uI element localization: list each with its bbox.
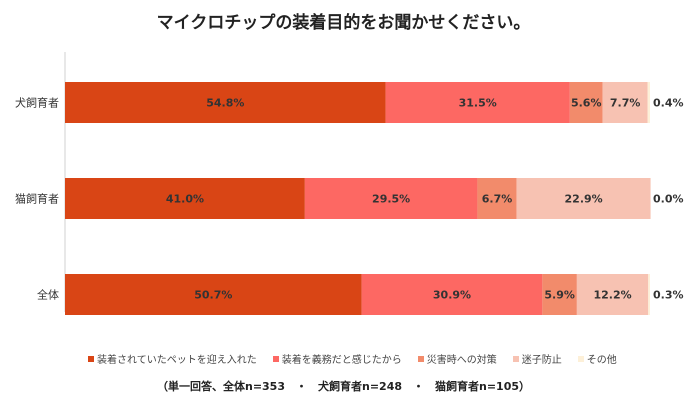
legend-label: 装着を義務だと感じたから: [281, 355, 402, 366]
data-label: 29.5%: [372, 193, 410, 206]
legend-item: 迷子防止: [512, 351, 562, 366]
sample-size-note: （単一回答、全体n=353 ・ 犬飼育者n=248 ・ 猫飼育者n=105）: [156, 380, 531, 393]
legend-label: その他: [586, 355, 617, 366]
bar-segment: [304, 178, 478, 219]
data-label: 0.4%: [653, 97, 684, 110]
bar-segment: [602, 82, 648, 123]
legend-item: 装着を義務だと感じたから: [272, 351, 402, 366]
data-label: 30.9%: [433, 289, 471, 302]
legend-swatch: [417, 355, 424, 362]
legend-label: 迷子防止: [521, 355, 562, 366]
legend-label: 装着されていたペットを迎え入れた: [97, 355, 257, 366]
data-label: 54.8%: [206, 97, 244, 110]
bar-segment: [576, 274, 649, 315]
bar-segment: [648, 274, 650, 315]
bar-segment: [361, 274, 543, 315]
data-label: 31.5%: [459, 97, 497, 110]
bar-segment: [647, 82, 650, 123]
data-label: 12.2%: [593, 289, 631, 302]
data-label: 0.0%: [653, 193, 684, 206]
chart-legend: 装着されていたペットを迎え入れた 装着を義務だと感じたから 災害時への対策 迷子防止 そ…: [88, 351, 617, 366]
data-label: 41.0%: [166, 193, 204, 206]
bar-segment: [65, 274, 362, 315]
legend-swatch: [272, 355, 279, 362]
legend-swatch: [512, 355, 519, 362]
chart-title: マイクロチップの装着目的をお聞かせください。: [156, 13, 531, 33]
bar-segment: [477, 178, 517, 219]
bar-segment: [385, 82, 570, 123]
data-label: 50.7%: [194, 289, 232, 302]
bar-segment: [65, 82, 386, 123]
bar-segment: [542, 274, 577, 315]
legend-item: その他: [577, 351, 617, 366]
legend-swatch: [577, 355, 584, 362]
legend-item: 装着されていたペットを迎え入れた: [88, 351, 257, 366]
data-label: 5.9%: [544, 289, 575, 302]
bar-segment: [516, 178, 651, 219]
legend-swatch: [88, 355, 94, 362]
data-label: 0.3%: [653, 289, 684, 302]
bar-segment: [65, 178, 305, 219]
legend-item: 災害時への対策: [417, 351, 497, 366]
data-label: 22.9%: [565, 193, 603, 206]
category-label: 猫飼育者: [15, 192, 59, 206]
category-label: 犬飼育者: [15, 96, 59, 110]
data-label: 6.7%: [482, 193, 513, 206]
bar-segment: [569, 82, 603, 123]
data-label: 5.6%: [571, 97, 602, 110]
legend-label: 災害時への対策: [426, 355, 497, 366]
category-label: 全体: [37, 288, 59, 302]
data-label: 7.7%: [610, 97, 641, 110]
